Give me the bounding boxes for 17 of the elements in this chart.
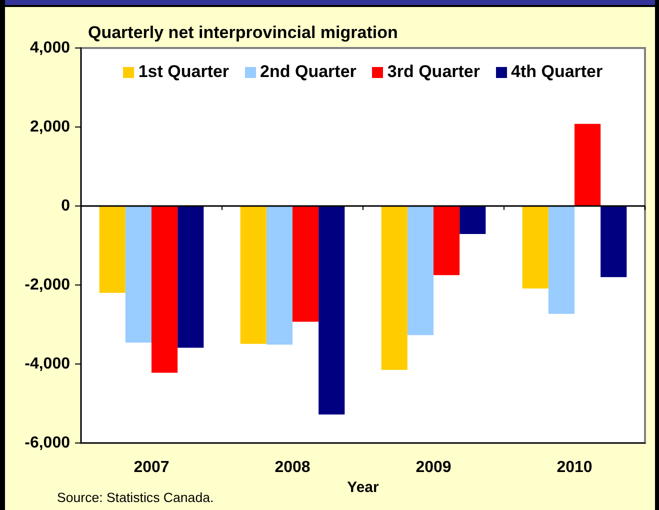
y-tick-label: -4,000	[24, 355, 70, 372]
legend-label: 4th Quarter	[511, 62, 603, 82]
x-tick-label: 2009	[416, 459, 452, 476]
y-tick-label: 0	[61, 197, 70, 214]
legend-label: 1st Quarter	[138, 62, 230, 82]
legend-label: 3rd Quarter	[387, 62, 480, 82]
chart-title: Quarterly net interprovincial migration	[88, 23, 398, 43]
x-tick-label: 2007	[134, 459, 170, 476]
legend-label: 2nd Quarter	[260, 62, 356, 82]
source-note: Source: Statistics Canada.	[57, 490, 214, 505]
y-tick-label: -6,000	[24, 434, 70, 452]
y-tick-label: 2,000	[30, 118, 70, 136]
y-tick-label: 4,000	[30, 39, 70, 56]
y-tick-label: -2,000	[24, 276, 70, 294]
x-tick-label: 2010	[556, 459, 592, 476]
x-tick-label: 2008	[274, 459, 310, 476]
x-axis-title: Year	[347, 479, 380, 496]
